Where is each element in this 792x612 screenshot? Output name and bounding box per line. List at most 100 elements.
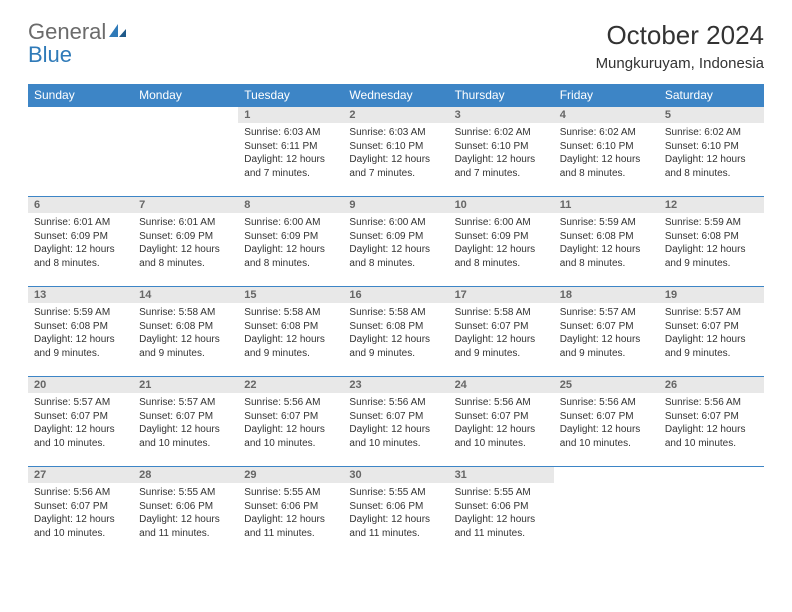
- day-info: Sunrise: 5:59 AMSunset: 6:08 PMDaylight:…: [659, 213, 764, 276]
- calendar-day-cell: 17Sunrise: 5:58 AMSunset: 6:07 PMDayligh…: [449, 287, 554, 377]
- calendar-day-cell: 1Sunrise: 6:03 AMSunset: 6:11 PMDaylight…: [238, 107, 343, 197]
- calendar-day-cell: 5Sunrise: 6:02 AMSunset: 6:10 PMDaylight…: [659, 107, 764, 197]
- calendar-week-row: 1Sunrise: 6:03 AMSunset: 6:11 PMDaylight…: [28, 107, 764, 197]
- calendar-week-row: 20Sunrise: 5:57 AMSunset: 6:07 PMDayligh…: [28, 377, 764, 467]
- day-info: Sunrise: 5:58 AMSunset: 6:08 PMDaylight:…: [238, 303, 343, 366]
- day-info: Sunrise: 5:56 AMSunset: 6:07 PMDaylight:…: [554, 393, 659, 456]
- day-info: Sunrise: 5:58 AMSunset: 6:08 PMDaylight:…: [343, 303, 448, 366]
- calendar-day-cell: 15Sunrise: 5:58 AMSunset: 6:08 PMDayligh…: [238, 287, 343, 377]
- calendar-day-cell: [554, 467, 659, 557]
- calendar-day-cell: 22Sunrise: 5:56 AMSunset: 6:07 PMDayligh…: [238, 377, 343, 467]
- day-number: 28: [133, 467, 238, 483]
- weekday-header: Sunday: [28, 84, 133, 107]
- day-number: 15: [238, 287, 343, 303]
- weekday-header: Wednesday: [343, 84, 448, 107]
- weekday-header: Saturday: [659, 84, 764, 107]
- calendar-day-cell: 7Sunrise: 6:01 AMSunset: 6:09 PMDaylight…: [133, 197, 238, 287]
- weekday-header: Friday: [554, 84, 659, 107]
- day-number: 13: [28, 287, 133, 303]
- calendar-day-cell: 18Sunrise: 5:57 AMSunset: 6:07 PMDayligh…: [554, 287, 659, 377]
- day-number: 10: [449, 197, 554, 213]
- calendar-header-row: SundayMondayTuesdayWednesdayThursdayFrid…: [28, 84, 764, 107]
- day-info: Sunrise: 6:01 AMSunset: 6:09 PMDaylight:…: [28, 213, 133, 276]
- calendar-week-row: 13Sunrise: 5:59 AMSunset: 6:08 PMDayligh…: [28, 287, 764, 377]
- day-info: Sunrise: 5:59 AMSunset: 6:08 PMDaylight:…: [554, 213, 659, 276]
- day-info: Sunrise: 5:56 AMSunset: 6:07 PMDaylight:…: [343, 393, 448, 456]
- calendar-day-cell: 6Sunrise: 6:01 AMSunset: 6:09 PMDaylight…: [28, 197, 133, 287]
- calendar-day-cell: 23Sunrise: 5:56 AMSunset: 6:07 PMDayligh…: [343, 377, 448, 467]
- weekday-header: Monday: [133, 84, 238, 107]
- day-info: Sunrise: 6:00 AMSunset: 6:09 PMDaylight:…: [449, 213, 554, 276]
- logo: GeneralBlue: [28, 20, 128, 66]
- day-number: 29: [238, 467, 343, 483]
- calendar-day-cell: 11Sunrise: 5:59 AMSunset: 6:08 PMDayligh…: [554, 197, 659, 287]
- calendar-day-cell: 12Sunrise: 5:59 AMSunset: 6:08 PMDayligh…: [659, 197, 764, 287]
- day-info: Sunrise: 5:58 AMSunset: 6:08 PMDaylight:…: [133, 303, 238, 366]
- calendar-day-cell: 28Sunrise: 5:55 AMSunset: 6:06 PMDayligh…: [133, 467, 238, 557]
- calendar-week-row: 6Sunrise: 6:01 AMSunset: 6:09 PMDaylight…: [28, 197, 764, 287]
- calendar-day-cell: 16Sunrise: 5:58 AMSunset: 6:08 PMDayligh…: [343, 287, 448, 377]
- day-info: Sunrise: 6:01 AMSunset: 6:09 PMDaylight:…: [133, 213, 238, 276]
- day-info: Sunrise: 5:56 AMSunset: 6:07 PMDaylight:…: [238, 393, 343, 456]
- calendar-day-cell: 10Sunrise: 6:00 AMSunset: 6:09 PMDayligh…: [449, 197, 554, 287]
- day-number: 16: [343, 287, 448, 303]
- day-number: 14: [133, 287, 238, 303]
- day-number: 12: [659, 197, 764, 213]
- logo-text-general: General: [28, 19, 106, 44]
- day-info: Sunrise: 6:03 AMSunset: 6:11 PMDaylight:…: [238, 123, 343, 186]
- day-number: 7: [133, 197, 238, 213]
- day-info: Sunrise: 5:55 AMSunset: 6:06 PMDaylight:…: [449, 483, 554, 546]
- day-info: Sunrise: 5:56 AMSunset: 6:07 PMDaylight:…: [659, 393, 764, 456]
- day-number: 25: [554, 377, 659, 393]
- calendar-day-cell: 24Sunrise: 5:56 AMSunset: 6:07 PMDayligh…: [449, 377, 554, 467]
- day-number: 26: [659, 377, 764, 393]
- logo-text-blue: Blue: [28, 42, 72, 67]
- title-block: October 2024 Mungkuruyam, Indonesia: [596, 20, 764, 72]
- day-info: Sunrise: 5:57 AMSunset: 6:07 PMDaylight:…: [133, 393, 238, 456]
- calendar-day-cell: 9Sunrise: 6:00 AMSunset: 6:09 PMDaylight…: [343, 197, 448, 287]
- day-number: 3: [449, 107, 554, 123]
- day-info: Sunrise: 5:56 AMSunset: 6:07 PMDaylight:…: [449, 393, 554, 456]
- day-number: 8: [238, 197, 343, 213]
- calendar-day-cell: 2Sunrise: 6:03 AMSunset: 6:10 PMDaylight…: [343, 107, 448, 197]
- calendar-day-cell: 4Sunrise: 6:02 AMSunset: 6:10 PMDaylight…: [554, 107, 659, 197]
- day-info: Sunrise: 6:02 AMSunset: 6:10 PMDaylight:…: [554, 123, 659, 186]
- weekday-header: Tuesday: [238, 84, 343, 107]
- day-info: Sunrise: 5:55 AMSunset: 6:06 PMDaylight:…: [133, 483, 238, 546]
- calendar-day-cell: 21Sunrise: 5:57 AMSunset: 6:07 PMDayligh…: [133, 377, 238, 467]
- calendar-day-cell: 13Sunrise: 5:59 AMSunset: 6:08 PMDayligh…: [28, 287, 133, 377]
- location-label: Mungkuruyam, Indonesia: [596, 55, 764, 72]
- day-info: Sunrise: 5:57 AMSunset: 6:07 PMDaylight:…: [28, 393, 133, 456]
- day-number: 31: [449, 467, 554, 483]
- calendar-week-row: 27Sunrise: 5:56 AMSunset: 6:07 PMDayligh…: [28, 467, 764, 557]
- day-number: 5: [659, 107, 764, 123]
- day-number: 1: [238, 107, 343, 123]
- day-number: 30: [343, 467, 448, 483]
- calendar-day-cell: 19Sunrise: 5:57 AMSunset: 6:07 PMDayligh…: [659, 287, 764, 377]
- day-number: 6: [28, 197, 133, 213]
- day-info: Sunrise: 6:03 AMSunset: 6:10 PMDaylight:…: [343, 123, 448, 186]
- day-info: Sunrise: 5:58 AMSunset: 6:07 PMDaylight:…: [449, 303, 554, 366]
- day-info: Sunrise: 5:55 AMSunset: 6:06 PMDaylight:…: [343, 483, 448, 546]
- day-info: Sunrise: 5:59 AMSunset: 6:08 PMDaylight:…: [28, 303, 133, 366]
- day-number: 23: [343, 377, 448, 393]
- day-number: 2: [343, 107, 448, 123]
- day-info: Sunrise: 6:00 AMSunset: 6:09 PMDaylight:…: [238, 213, 343, 276]
- weekday-header: Thursday: [449, 84, 554, 107]
- day-info: Sunrise: 5:57 AMSunset: 6:07 PMDaylight:…: [659, 303, 764, 366]
- calendar-day-cell: [133, 107, 238, 197]
- page-title: October 2024: [596, 20, 764, 51]
- calendar-day-cell: 26Sunrise: 5:56 AMSunset: 6:07 PMDayligh…: [659, 377, 764, 467]
- day-info: Sunrise: 5:57 AMSunset: 6:07 PMDaylight:…: [554, 303, 659, 366]
- day-number: 19: [659, 287, 764, 303]
- day-number: 18: [554, 287, 659, 303]
- logo-sail-icon: [108, 20, 128, 43]
- day-number: 17: [449, 287, 554, 303]
- calendar-day-cell: [28, 107, 133, 197]
- calendar-day-cell: 27Sunrise: 5:56 AMSunset: 6:07 PMDayligh…: [28, 467, 133, 557]
- day-info: Sunrise: 5:56 AMSunset: 6:07 PMDaylight:…: [28, 483, 133, 546]
- calendar-day-cell: 31Sunrise: 5:55 AMSunset: 6:06 PMDayligh…: [449, 467, 554, 557]
- calendar-day-cell: 8Sunrise: 6:00 AMSunset: 6:09 PMDaylight…: [238, 197, 343, 287]
- header: GeneralBlue October 2024 Mungkuruyam, In…: [28, 20, 764, 72]
- day-number: 24: [449, 377, 554, 393]
